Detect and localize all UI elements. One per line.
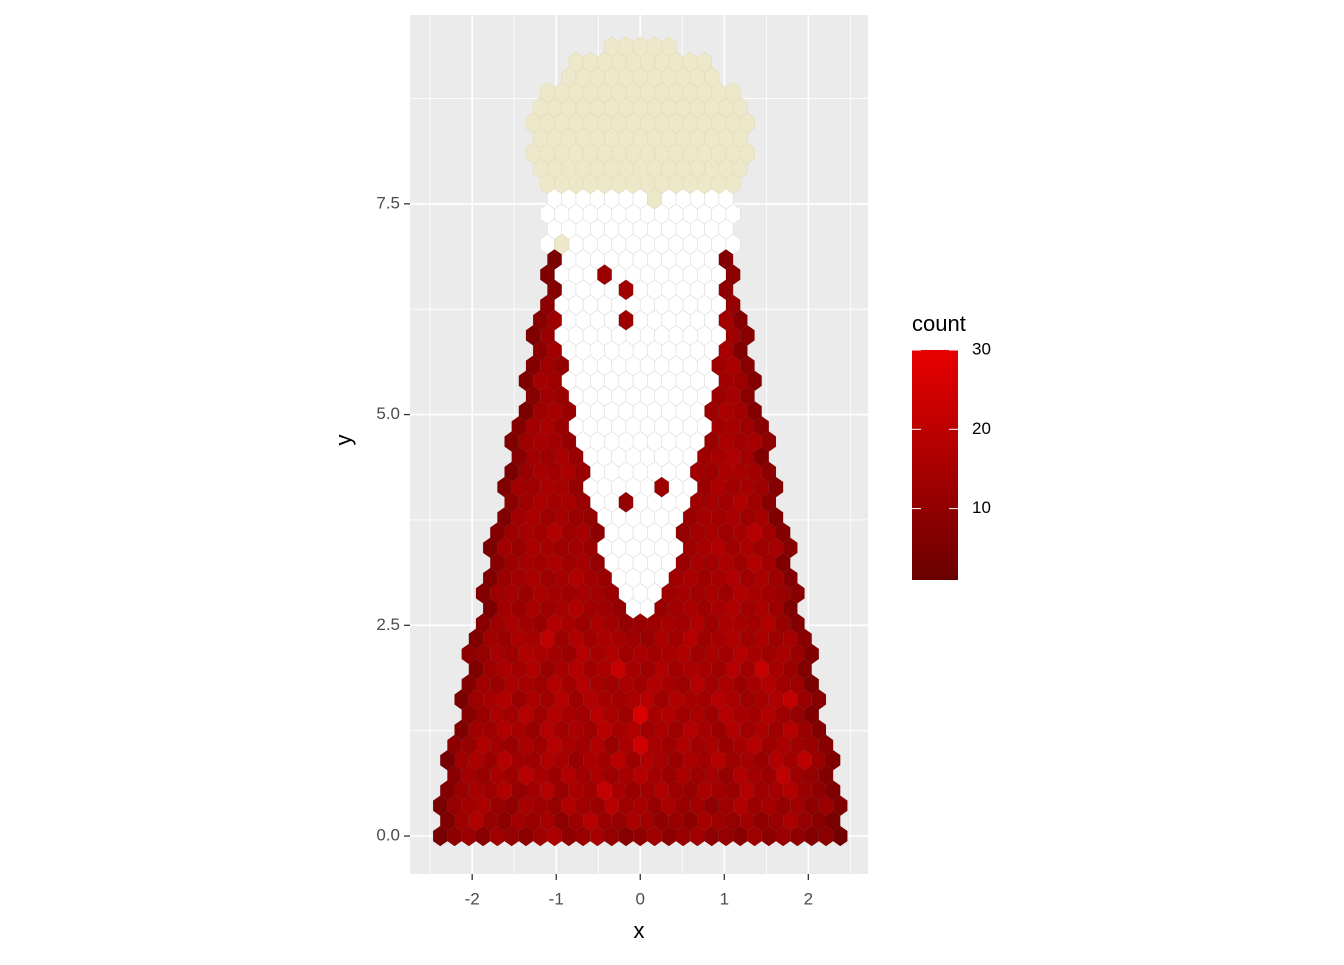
y-tick-label: 0.0 xyxy=(376,826,400,845)
count-hex xyxy=(547,249,562,270)
beige-hex xyxy=(661,36,677,58)
hex-layer xyxy=(432,36,848,847)
beige-hex xyxy=(697,51,712,73)
x-tick-label: 0 xyxy=(636,889,645,908)
beige-hex xyxy=(725,82,741,104)
x-axis-title: x xyxy=(634,918,645,943)
count-hex xyxy=(654,476,670,498)
legend-tick-label: 10 xyxy=(972,498,991,517)
count-hex xyxy=(618,279,634,301)
legend-colorbar xyxy=(912,350,958,580)
y-tick-label: 7.5 xyxy=(376,193,400,212)
y-tick-label: 5.0 xyxy=(376,404,400,423)
count-hex xyxy=(618,309,634,331)
beige-hex xyxy=(647,188,662,210)
x-tick-label: -1 xyxy=(549,889,564,908)
legend: 10 20 30 xyxy=(912,339,991,517)
count-hex xyxy=(618,491,634,513)
axes: -2 -1 0 1 2 0.0 2.5 5.0 7.5 xyxy=(376,193,813,908)
x-tick-label: -2 xyxy=(465,889,480,908)
x-tick-label: 1 xyxy=(720,889,729,908)
legend-tick-label: 20 xyxy=(972,419,991,438)
count-hex xyxy=(597,264,612,285)
count-hex xyxy=(718,249,734,270)
legend-tick-label: 30 xyxy=(972,339,991,358)
y-tick-label: 2.5 xyxy=(376,615,400,634)
y-axis-title: y xyxy=(331,435,356,446)
x-tick-label: 2 xyxy=(804,889,813,908)
legend-title: count xyxy=(912,311,966,336)
